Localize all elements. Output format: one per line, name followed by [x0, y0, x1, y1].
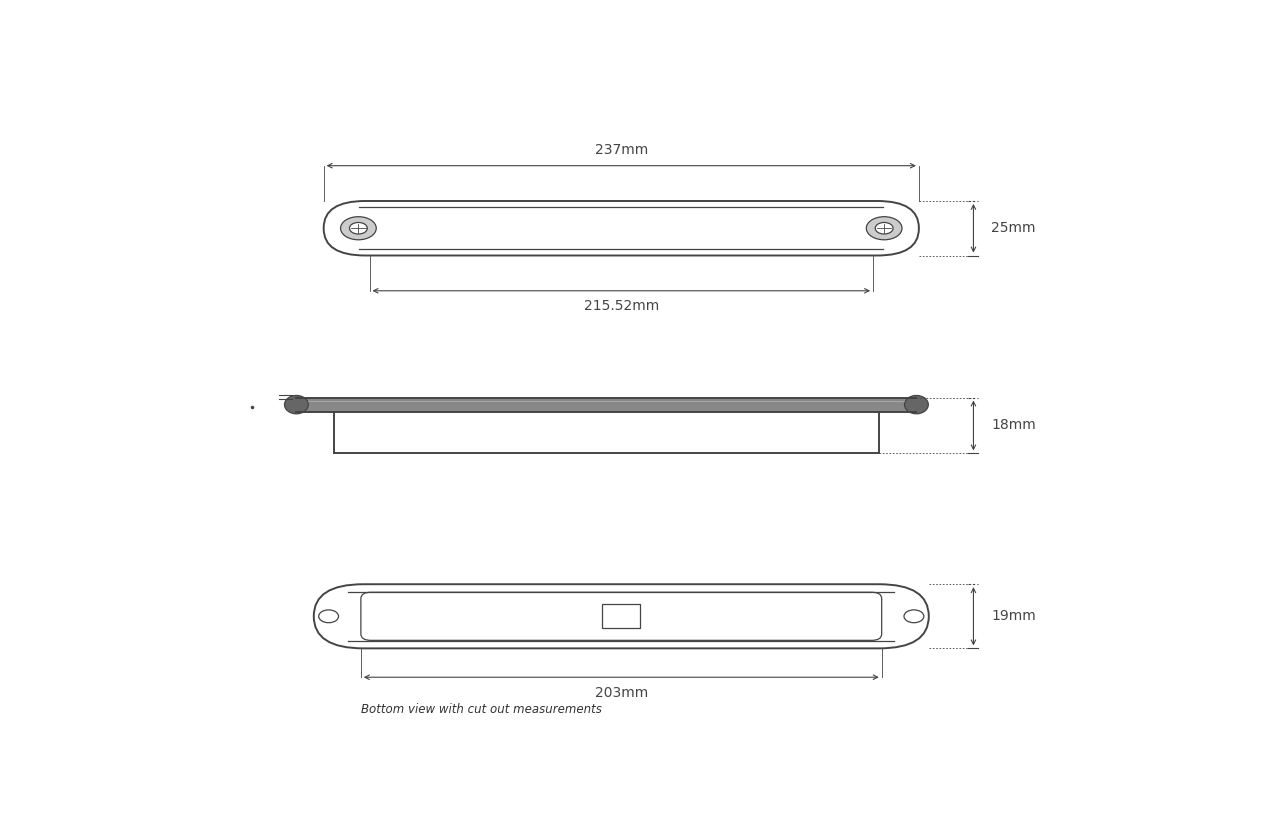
Circle shape [876, 222, 893, 234]
Text: 203mm: 203mm [595, 686, 648, 700]
Text: 19mm: 19mm [991, 609, 1036, 623]
FancyBboxPatch shape [314, 584, 929, 648]
Text: 18mm: 18mm [991, 418, 1036, 432]
FancyBboxPatch shape [361, 592, 882, 641]
FancyBboxPatch shape [324, 201, 919, 256]
Circle shape [349, 222, 367, 234]
Text: 25mm: 25mm [991, 222, 1036, 235]
Ellipse shape [905, 396, 928, 414]
Text: 237mm: 237mm [595, 143, 648, 157]
Circle shape [867, 217, 902, 240]
Bar [603, 604, 640, 628]
Text: Bottom view with cut out measurements: Bottom view with cut out measurements [361, 703, 602, 716]
Circle shape [340, 217, 376, 240]
Circle shape [319, 610, 339, 623]
Circle shape [904, 610, 924, 623]
Text: 215.52mm: 215.52mm [584, 299, 659, 313]
Bar [297, 397, 916, 412]
Ellipse shape [284, 396, 308, 414]
